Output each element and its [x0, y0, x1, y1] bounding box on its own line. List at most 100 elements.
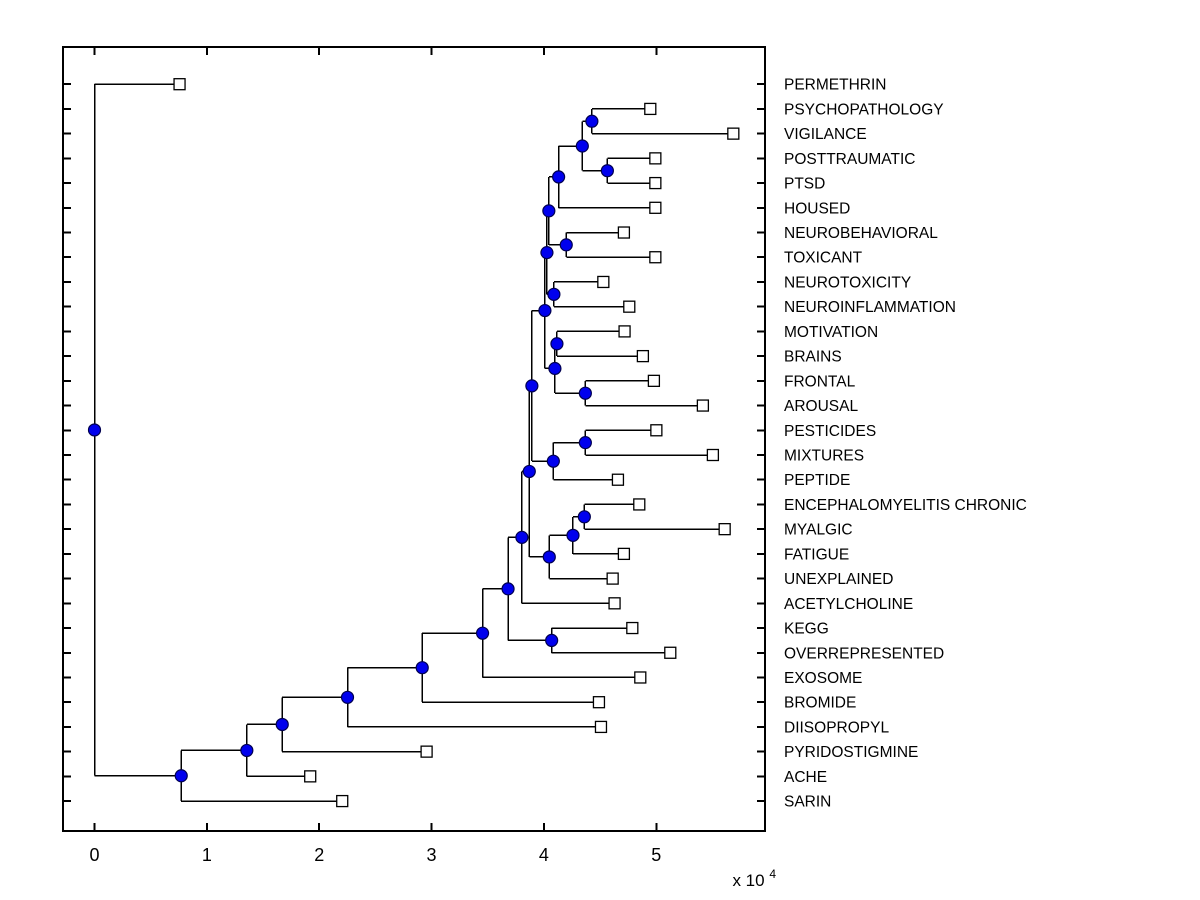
leaf-marker — [650, 424, 663, 437]
leaf-marker — [606, 572, 619, 585]
merge-node-marker — [550, 337, 564, 351]
leaf-label: BROMIDE — [784, 695, 856, 712]
x-tick-label: 3 — [427, 845, 437, 865]
leaf-marker — [420, 745, 433, 758]
leaf-marker — [623, 300, 636, 313]
x-tick-label: 0 — [89, 845, 99, 865]
merge-node-marker — [552, 170, 566, 184]
merge-node-marker — [540, 246, 554, 260]
merge-node-marker — [515, 530, 529, 544]
leaf-marker — [611, 473, 625, 486]
merge-node-marker — [340, 690, 355, 704]
merge-node-marker — [575, 139, 589, 153]
leaf-label: HOUSED — [784, 200, 850, 217]
leaf-marker — [634, 671, 647, 684]
leaf-label: PERMETHRIN — [784, 77, 886, 94]
leaf-label: VIGILANCE — [784, 126, 867, 143]
leaf-label: PYRIDOSTIGMINE — [784, 744, 918, 761]
leaf-marker — [718, 523, 731, 536]
leaf-marker — [727, 127, 740, 140]
leaf-marker — [664, 646, 677, 659]
leaf-marker — [647, 374, 661, 387]
leaf-marker — [644, 102, 657, 116]
merge-node-marker — [600, 164, 614, 178]
leaf-label: ENCEPHALOMYELITIS CHRONIC — [784, 497, 1027, 514]
leaf-marker — [608, 597, 621, 610]
leaf-label: OVERREPRESENTED — [784, 645, 944, 662]
merge-node-marker — [566, 528, 580, 542]
leaf-marker — [633, 498, 646, 511]
leaf-label: MYALGIC — [784, 522, 853, 539]
leaf-marker — [336, 794, 349, 808]
leaf-marker — [649, 201, 662, 214]
leaf-marker — [617, 547, 631, 561]
leaf-marker — [649, 152, 662, 165]
leaf-marker — [696, 399, 710, 412]
merge-node-marker — [546, 454, 560, 468]
merge-node-marker — [577, 510, 591, 524]
merge-node-marker — [578, 436, 592, 450]
leaf-marker — [618, 325, 631, 338]
merge-node-marker — [538, 303, 552, 318]
axis-exponent-label: x 10 4 — [732, 867, 776, 890]
leaf-marker — [617, 226, 631, 239]
leaf-label: ACHE — [784, 769, 827, 786]
leaf-label: PEPTIDE — [784, 472, 850, 489]
leaf-marker — [597, 275, 610, 289]
merge-node-marker — [525, 379, 539, 393]
leaf-label: NEUROINFLAMMATION — [784, 299, 956, 316]
leaf-label: ACETYLCHOLINE — [784, 596, 913, 613]
leaf-marker — [706, 448, 720, 462]
leaf-label: PSYCHOPATHOLOGY — [784, 101, 944, 118]
x-tick-label: 4 — [539, 845, 549, 865]
leaf-label: FATIGUE — [784, 546, 849, 563]
leaf-label: UNEXPLAINED — [784, 571, 893, 588]
merge-node-marker — [547, 287, 561, 301]
leaf-label: MIXTURES — [784, 448, 864, 465]
merge-node-marker — [585, 114, 599, 128]
leaf-label: NEUROTOXICITY — [784, 274, 911, 291]
axes-group — [62, 46, 766, 832]
leaf-label: TOXICANT — [784, 250, 863, 267]
merge-node-marker — [174, 769, 188, 783]
merge-node-marker — [522, 464, 536, 479]
merge-node-marker — [559, 238, 573, 252]
x-tick-label: 1 — [202, 845, 212, 865]
merge-node-marker — [87, 423, 102, 437]
merge-node-marker — [275, 717, 289, 732]
leaf-marker — [173, 78, 186, 91]
x-tick-label: 2 — [314, 845, 324, 865]
merge-node-marker — [415, 661, 429, 675]
leaf-label: AROUSAL — [784, 398, 858, 415]
merge-node-marker — [545, 633, 559, 648]
leaf-marker — [594, 720, 608, 734]
merge-node-marker — [501, 582, 515, 596]
leaf-label: MOTIVATION — [784, 324, 878, 341]
leaf-label: PESTICIDES — [784, 423, 876, 440]
leaf-label: BRAINS — [784, 349, 842, 366]
leaf-label: DIISOPROPYL — [784, 719, 889, 736]
leaf-marker — [649, 251, 662, 264]
leaf-marker — [626, 621, 639, 635]
x-tick-label: 5 — [651, 845, 661, 865]
leaf-label: NEUROBEHAVIORAL — [784, 225, 938, 242]
merge-node-marker — [240, 743, 254, 758]
leaf-marker — [592, 696, 606, 709]
leaf-marker — [649, 176, 662, 190]
merge-node-marker — [578, 386, 592, 400]
leaf-label: KEGG — [784, 621, 829, 638]
leaf-label: PTSD — [784, 176, 825, 193]
leaf-label: EXOSOME — [784, 670, 862, 687]
markers-group — [87, 78, 740, 808]
merge-node-marker — [542, 204, 556, 218]
merge-node-marker — [542, 550, 556, 564]
merge-node-marker — [548, 361, 562, 376]
leaf-label: SARIN — [784, 794, 831, 811]
leaf-marker — [636, 349, 650, 363]
leaf-marker — [304, 770, 317, 783]
merge-node-marker — [475, 626, 490, 640]
axes-box — [62, 46, 766, 832]
